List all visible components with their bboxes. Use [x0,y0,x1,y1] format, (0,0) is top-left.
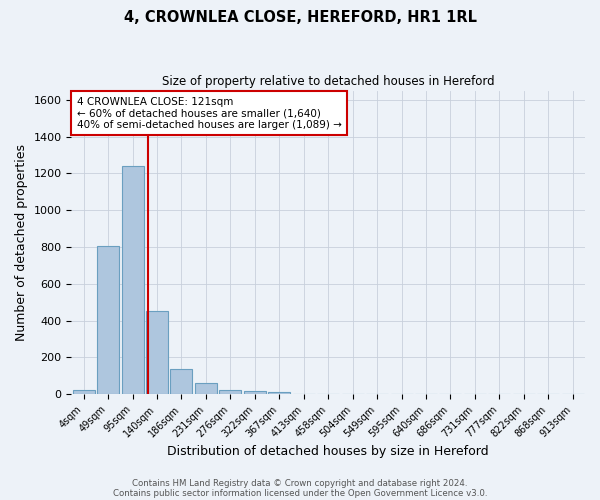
X-axis label: Distribution of detached houses by size in Hereford: Distribution of detached houses by size … [167,444,489,458]
Bar [220,390,241,394]
Text: 4 CROWNLEA CLOSE: 121sqm
← 60% of detached houses are smaller (1,640)
40% of sem: 4 CROWNLEA CLOSE: 121sqm ← 60% of detach… [77,96,341,130]
Bar [268,392,290,394]
Y-axis label: Number of detached properties: Number of detached properties [15,144,28,341]
Bar [73,390,95,394]
Bar [97,246,119,394]
Text: Contains public sector information licensed under the Open Government Licence v3: Contains public sector information licen… [113,488,487,498]
Bar [170,370,193,394]
Text: 4, CROWNLEA CLOSE, HEREFORD, HR1 1RL: 4, CROWNLEA CLOSE, HEREFORD, HR1 1RL [124,10,476,25]
Title: Size of property relative to detached houses in Hereford: Size of property relative to detached ho… [162,75,494,88]
Bar [244,392,266,394]
Text: Contains HM Land Registry data © Crown copyright and database right 2024.: Contains HM Land Registry data © Crown c… [132,478,468,488]
Bar [146,312,168,394]
Bar [122,166,143,394]
Bar [195,383,217,394]
